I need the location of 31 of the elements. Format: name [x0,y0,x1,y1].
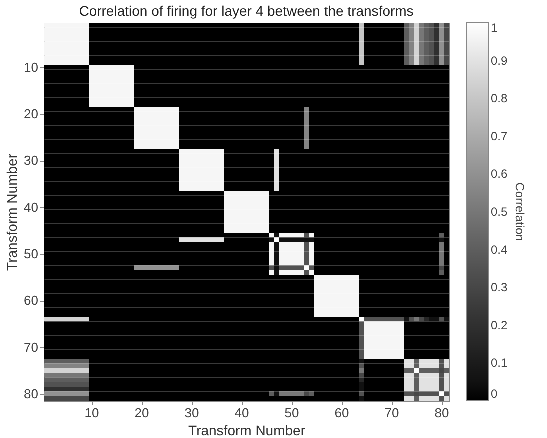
color-bar-label: 0.3 [491,280,508,295]
x-tick-label: 20 [134,406,150,420]
x-axis-title: Transform Number [188,422,306,438]
color-bar-label: 0.9 [491,54,508,68]
color-bar-label: 0.4 [491,242,508,257]
color-bar-label: 0.5 [491,205,508,219]
x-tick-label: 60 [334,406,350,420]
y-axis-title: Transform Number [4,154,20,271]
x-tick-label: 80 [434,406,450,420]
y-tick-label: 30 [24,153,38,168]
x-tick-label: 50 [284,406,300,420]
color-bar-label: 0.2 [491,318,508,332]
y-tick-label: 20 [24,106,38,122]
color-bar-label: 0.6 [491,167,508,182]
color-bar-title: Correlation [513,182,527,242]
y-tick-label: 10 [24,60,38,75]
y-tick-label: 80 [24,386,38,402]
x-tick-label: 10 [84,406,100,420]
color-bar-label: 0.7 [491,129,508,144]
color-bar-label: 1 [491,21,498,35]
color-bar-label: 0.1 [491,356,508,370]
color-bar-label: 0.8 [491,92,508,106]
x-tick-label: 70 [384,406,400,420]
y-tick-label: 50 [24,246,38,262]
x-tick-label: 30 [184,406,200,420]
y-tick-label: 70 [24,340,38,355]
x-tick-label: 40 [234,406,250,420]
y-tick-label: 40 [24,200,38,215]
chart-title: Correlation of firing for layer 4 between the transforms [79,3,414,19]
color-bar-label: 0 [491,387,498,401]
y-tick-label: 60 [24,293,38,308]
